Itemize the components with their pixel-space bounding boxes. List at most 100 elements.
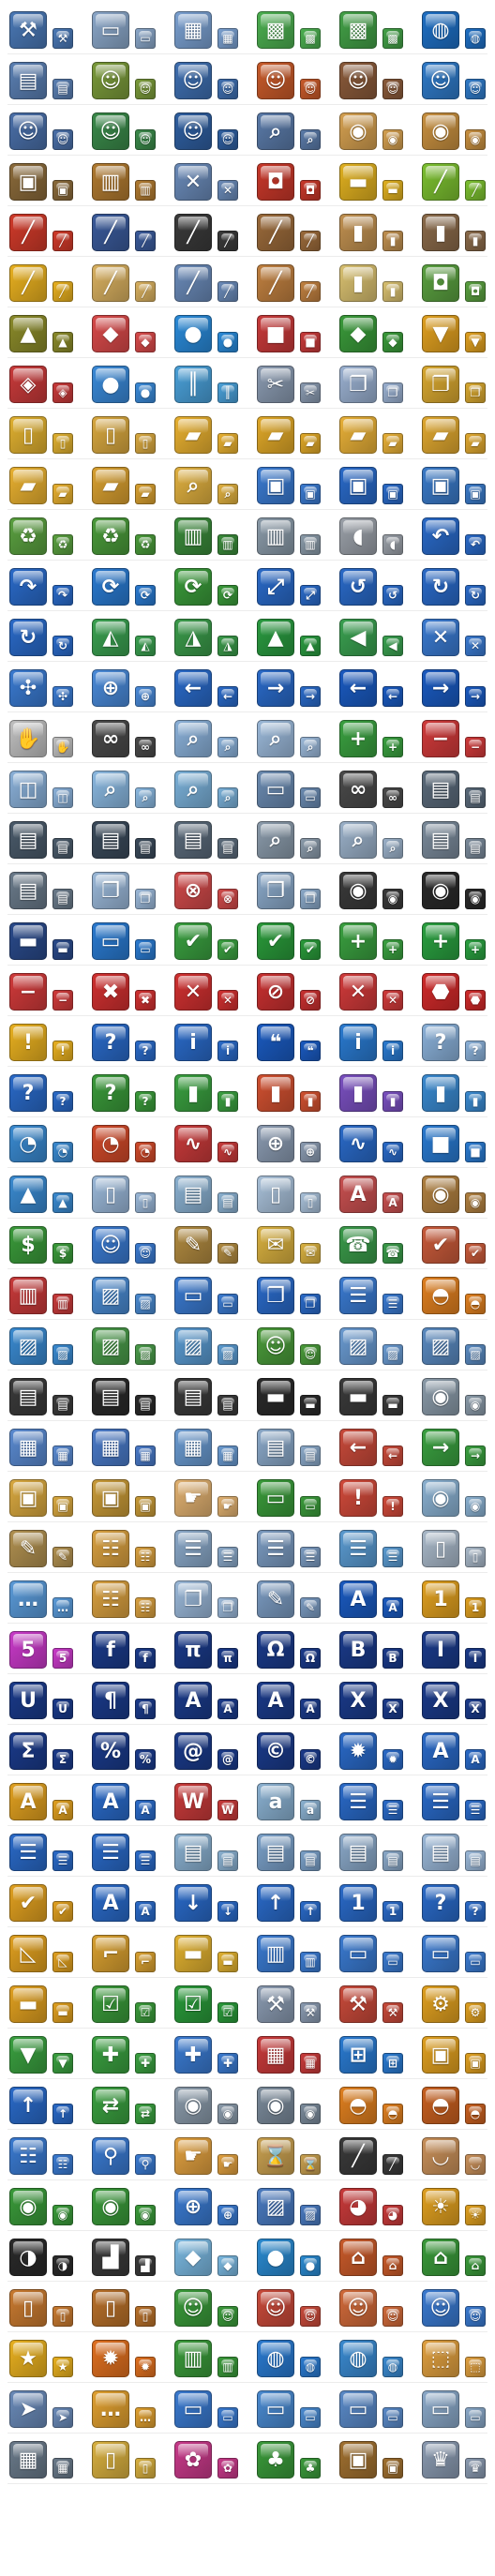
icon-glyph: ⬣	[431, 980, 450, 1004]
icon-glyph: ◑	[57, 2259, 68, 2272]
icon-cell: ♻ ♻	[2, 510, 81, 561]
icon-glyph: ▮	[352, 271, 365, 295]
superscript-icon: X	[339, 1682, 377, 1719]
test-tubes-icon: ║	[174, 366, 212, 403]
icon-glyph: ▯	[142, 2310, 149, 2323]
icon-glyph: ♛	[431, 2448, 450, 2472]
scanner-printer-icon: ▤	[9, 872, 47, 909]
icon-glyph: ◮	[223, 639, 232, 652]
icon-glyph: ❐	[305, 1297, 316, 1310]
icon-glyph: i	[189, 1030, 197, 1055]
check-small-icon: ✔	[218, 939, 238, 960]
icon-cell: ▮ ▮	[249, 1067, 328, 1117]
icon-glyph: ▦	[57, 1449, 68, 1462]
icon-glyph: ▣	[387, 2462, 398, 2475]
open-folder-small-icon: ▰	[382, 433, 403, 454]
notepad-small-icon: ▯	[135, 433, 156, 454]
pen-icon: ╱	[92, 214, 129, 251]
rgb-channels-small-icon: ●	[135, 382, 156, 403]
icon-glyph: f	[142, 1652, 148, 1665]
open-folder-icon: ▰	[339, 416, 377, 454]
icon-glyph: ¶	[104, 1688, 117, 1713]
info-icon: i	[174, 1024, 212, 1061]
icon-row: ↷ ↷ ⟳ ⟳ ⟳ ⟳ ⤢ ⤢ ↺ ↺ ↻ ↻	[0, 561, 495, 611]
id-card-small-icon: ▭	[300, 1496, 321, 1517]
info-bubble-small-icon: i	[382, 1041, 403, 1061]
note-small-icon: ▯	[135, 2458, 156, 2479]
user-icon: ☺	[174, 2289, 212, 2327]
icon-glyph: ╱	[22, 220, 35, 245]
recycle-bin-icon: ♻	[9, 517, 47, 555]
icon-glyph: ♛	[470, 2462, 481, 2475]
disc-icon: ◉	[257, 2087, 294, 2124]
text-box-small-icon: a	[300, 1800, 321, 1820]
icon-glyph: ☎	[345, 1233, 371, 1257]
curve-icon: ∿	[339, 1125, 377, 1162]
rotate-left-small-icon: ↺	[382, 585, 403, 606]
sort-numbers-small-icon: 1	[382, 1901, 403, 1922]
icon-glyph: +	[387, 741, 398, 754]
icon-glyph: a	[306, 1804, 315, 1817]
icon-row: ▬ ▬ ☑ ☑ ☑ ☑ ⚒ ⚒ ⚒ ⚒ ⚙ ⚙	[0, 1978, 495, 2029]
subscript-small-icon: X	[465, 1699, 486, 1719]
hierarchy-small-icon: ☷	[52, 2154, 73, 2175]
icon-glyph: ☺	[99, 119, 122, 143]
font-color-small-icon: A	[52, 1800, 73, 1820]
icon-glyph: ╱	[389, 2158, 397, 2171]
upload-small-icon: ↑	[52, 2104, 73, 2124]
icon-glyph: ■	[470, 1146, 481, 1159]
icon-glyph: ☷	[140, 1550, 151, 1564]
door-icon: ▯	[9, 2289, 47, 2327]
icon-cell: ✔ ✔	[2, 1877, 81, 1927]
pie-chart-small-icon: ◔	[52, 1142, 73, 1162]
icon-glyph: ▤	[183, 1385, 203, 1409]
icon-glyph: ▮	[434, 1081, 447, 1105]
icon-cell: ➤ ➤	[2, 2383, 81, 2434]
icon-cell: ◖ ◖	[332, 510, 411, 561]
icon-glyph: ▭	[265, 777, 286, 801]
align-justify-small-icon: ☰	[382, 1800, 403, 1820]
icon-cell: ◉ ◉	[414, 864, 493, 915]
speech-bubble-icon: …	[92, 2390, 129, 2428]
icon-cell: ◉ ◉	[332, 105, 411, 156]
scissors-small-icon: ✂	[300, 382, 321, 403]
icon-glyph: ▥	[57, 1297, 68, 1310]
icon-glyph: ☺	[182, 68, 204, 93]
icon-glyph: A	[223, 1702, 232, 1715]
icon-cell: ▦ ▦	[249, 2029, 328, 2079]
icon-glyph: ▥	[222, 2360, 233, 2374]
windows-icon: ❐	[257, 1277, 294, 1314]
palette-brush-icon: ◉	[422, 112, 459, 150]
icon-glyph: ✕	[184, 170, 202, 194]
art-brush-small-icon: ╱	[135, 281, 156, 302]
icon-cell: ▥ ▥	[249, 1927, 328, 1978]
icon-glyph: ▯	[22, 423, 35, 447]
hand-small-icon: ✋	[52, 737, 73, 757]
icon-glyph: ♻	[101, 524, 120, 548]
icon-row: ▤ ▤ ☺ ☺ ☺ ☺ ☺ ☺ ☺ ☺ ☺ ☺	[0, 54, 495, 105]
icon-glyph: ?	[472, 1044, 479, 1057]
icon-glyph: ⊕	[184, 2194, 202, 2219]
icon-cell: ▤ ▤	[249, 1421, 328, 1472]
icon-glyph: →	[266, 676, 285, 700]
icon-glyph: ◉	[349, 119, 368, 143]
text-replace-icon: A	[92, 1884, 129, 1922]
icon-cell: ♻ ♻	[84, 510, 163, 561]
edit-page-small-icon: ✎	[52, 1547, 73, 1567]
house-small-icon: ⌂	[465, 2255, 486, 2276]
forward-icon: →	[422, 669, 459, 707]
font-size-decrease-small-icon: A	[300, 1699, 321, 1719]
photo-album-icon: ▨	[339, 1327, 377, 1365]
art-brush-icon: ╱	[92, 264, 129, 302]
icon-cell: ▥ ▥	[2, 1269, 81, 1320]
icon-cell: ??	[2, 1067, 81, 1117]
icon-cell: ⌕ ⌕	[167, 459, 246, 510]
book-green-small-icon: ▥	[218, 2357, 238, 2377]
icon-glyph: ☺	[304, 2310, 317, 2323]
function-graph-icon: ⊕	[257, 1125, 294, 1162]
earth-small-icon: ◍	[300, 2357, 321, 2377]
icon-glyph: ✹	[349, 1739, 368, 1763]
icon-glyph: ▤	[57, 1399, 68, 1412]
row-divider	[8, 458, 488, 459]
